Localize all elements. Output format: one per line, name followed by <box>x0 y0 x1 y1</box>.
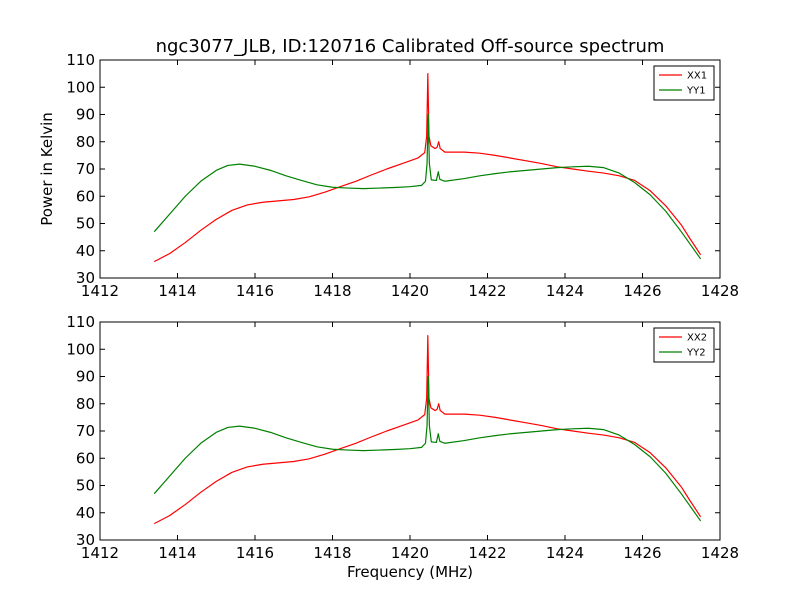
x-axis-label: Frequency (MHz) <box>347 563 473 581</box>
y-tick-label: 100 <box>66 340 95 358</box>
y-tick-label: 30 <box>76 269 95 287</box>
x-tick-label: 1414 <box>158 282 196 300</box>
y-tick-label: 90 <box>76 368 95 386</box>
x-tick-label: 1424 <box>546 282 584 300</box>
y-tick-label: 90 <box>76 106 95 124</box>
y-axis-label: Power in Kelvin <box>38 112 56 226</box>
y-tick-label: 50 <box>76 477 95 495</box>
y-tick-label: 80 <box>76 133 95 151</box>
y-tick-label: 30 <box>76 531 95 549</box>
subplot-1: 1412 1414 1416 1418 1420 1422 1424 1426 1428 30 40… <box>38 51 739 300</box>
x-tick-label: 1422 <box>468 282 506 300</box>
series-line-xx1 <box>153 73 702 263</box>
x-tick-label: 1414 <box>158 544 196 562</box>
legend-label-xx1: XX1 <box>687 71 707 82</box>
x-tick-label: 1420 <box>391 544 429 562</box>
y-tick-label: 70 <box>76 422 95 440</box>
subplot-panels: 1412 1414 1416 1418 1420 1422 1424 1426 1428 30 40… <box>38 51 739 581</box>
legend-box <box>653 327 715 363</box>
y-tick-label: 80 <box>76 395 95 413</box>
y-tick-label: 70 <box>76 160 95 178</box>
x-tick-label: 1412 <box>81 282 119 300</box>
x-tick-label: 1412 <box>81 544 119 562</box>
series-line-yy1 <box>153 113 702 260</box>
legend-box <box>653 65 715 101</box>
axes-frame <box>99 59 721 279</box>
y-tick-label: 110 <box>66 51 95 69</box>
axes-frame <box>99 321 721 541</box>
x-tick-label: 1418 <box>313 282 351 300</box>
legend-label-yy1: YY1 <box>686 86 706 97</box>
x-tick-label: 1426 <box>623 282 661 300</box>
x-tick-label: 1422 <box>468 544 506 562</box>
x-tick-label: 1428 <box>701 544 739 562</box>
x-tick-label: 1416 <box>236 282 274 300</box>
x-tick-label: 1416 <box>236 544 274 562</box>
x-tick-label: 1418 <box>313 544 351 562</box>
series-group <box>153 335 702 525</box>
x-tick-label: 1424 <box>546 544 584 562</box>
series-line-yy2 <box>153 375 702 522</box>
y-tick-label: 60 <box>76 187 95 205</box>
y-tick-label: 40 <box>76 242 95 260</box>
y-tick-label: 110 <box>66 313 95 331</box>
figure-title: ngc3077_JLB, ID:120716 Calibrated Off-so… <box>156 36 665 57</box>
y-tick-label: 100 <box>66 78 95 96</box>
series-line-xx2 <box>153 335 702 525</box>
subplot-2: 1412 1414 1416 1418 1420 1422 1424 1426 1428 30 40… <box>66 313 739 581</box>
legend-label-xx2: XX2 <box>687 333 707 344</box>
y-tick-label: 50 <box>76 215 95 233</box>
legend-label-yy2: YY2 <box>686 348 706 359</box>
x-tick-label: 1426 <box>623 544 661 562</box>
y-tick-label: 60 <box>76 449 95 467</box>
x-tick-label: 1428 <box>701 282 739 300</box>
series-group <box>153 73 702 263</box>
x-tick-label: 1420 <box>391 282 429 300</box>
y-tick-label: 40 <box>76 504 95 522</box>
